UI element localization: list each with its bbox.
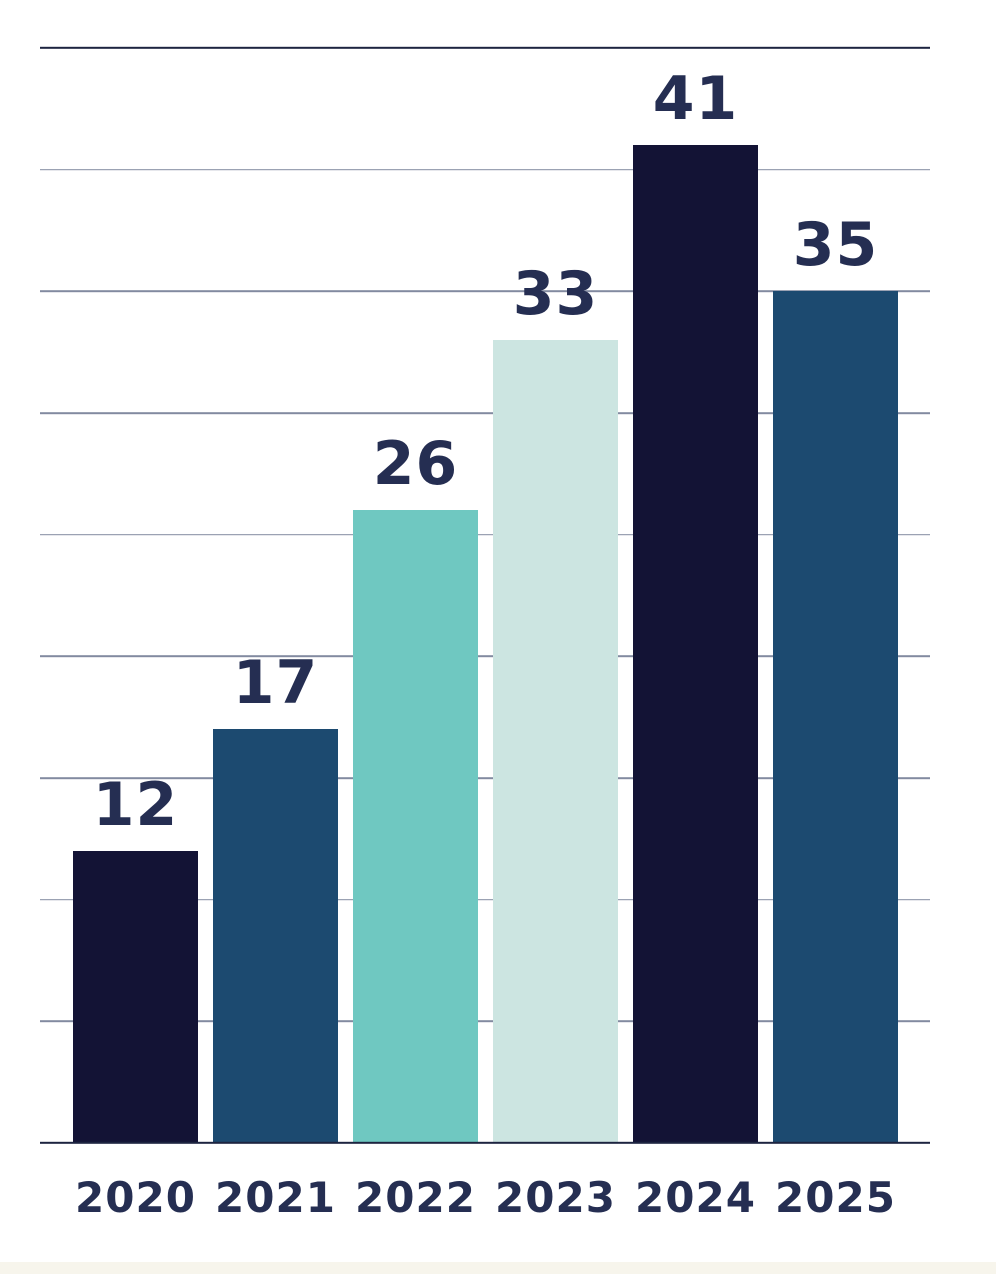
gridline-y20	[40, 655, 930, 658]
bar-2025: 35	[773, 215, 898, 1143]
value-label-2025: 35	[792, 210, 879, 281]
value-label-2020: 12	[92, 770, 179, 840]
bar-2022: 26	[353, 434, 478, 1143]
gridline-y15	[40, 777, 930, 779]
gridline-y25	[40, 533, 930, 536]
value-label-2023: 33	[512, 259, 599, 329]
bar-2024: 41	[633, 69, 758, 1143]
gridline-y10	[40, 898, 930, 901]
bar-2020: 12	[73, 775, 198, 1143]
gridline-y35	[40, 290, 930, 293]
x-axis-label-2020: 2020	[75, 1173, 196, 1222]
x-axis-label-2025: 2025	[775, 1173, 896, 1222]
bar-2023: 33	[493, 264, 618, 1143]
value-label-2021: 17	[232, 648, 319, 719]
x-axis-label-2023: 2023	[495, 1173, 616, 1222]
gridline-y30	[40, 412, 930, 414]
gridline-y40	[40, 168, 930, 171]
value-label-2022: 26	[372, 429, 459, 500]
x-axis-label-2022: 2022	[355, 1173, 476, 1222]
x-axis-label-2024: 2024	[635, 1173, 756, 1222]
chart-plot-area: 12 17 26 33 41 35	[40, 46, 930, 1145]
x-axis-label-2021: 2021	[215, 1173, 336, 1222]
gridline-y5	[40, 1020, 930, 1023]
footer-strip	[0, 1262, 996, 1274]
value-label-2024: 41	[652, 64, 739, 135]
x-axis-line	[40, 1141, 930, 1145]
bar-2021: 17	[213, 653, 338, 1143]
gridline-y45	[40, 46, 930, 50]
